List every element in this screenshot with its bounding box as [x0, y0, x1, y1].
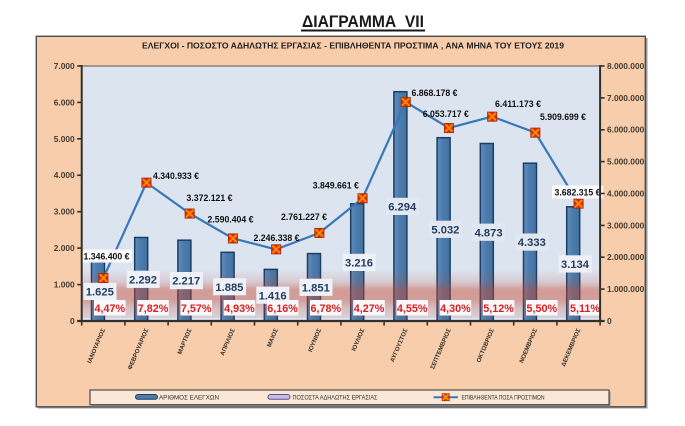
svg-text:ΑΡΙΘΜΟΣ ΕΛΕΓΧΩΝ: ΑΡΙΘΜΟΣ ΕΛΕΓΧΩΝ — [159, 395, 219, 402]
svg-text:4.000.000: 4.000.000 — [607, 188, 645, 198]
svg-text:4.340.933 €: 4.340.933 € — [153, 171, 200, 182]
svg-text:0: 0 — [607, 316, 612, 326]
svg-text:6,16%: 6,16% — [267, 303, 298, 315]
svg-text:1.885: 1.885 — [215, 282, 243, 294]
svg-text:ΔΙΑΓΡΑΜΜΑ VII: ΔΙΑΓΡΑΜΜΑ VII — [302, 13, 424, 31]
svg-text:0: 0 — [70, 316, 75, 326]
svg-text:7,57%: 7,57% — [181, 303, 212, 315]
svg-text:6.000.000: 6.000.000 — [607, 125, 645, 135]
svg-text:3.000.000: 3.000.000 — [607, 220, 645, 230]
svg-text:ΕΠΙΒΛΗΘΕΝΤΑ ΠΟΣΑ ΠΡΟΣΤΙΜΩΝ: ΕΠΙΒΛΗΘΕΝΤΑ ΠΟΣΑ ΠΡΟΣΤΙΜΩΝ — [462, 395, 545, 402]
svg-text:4,30%: 4,30% — [440, 303, 471, 315]
svg-text:1.625: 1.625 — [86, 287, 114, 299]
svg-text:6.053.717 €: 6.053.717 € — [423, 109, 470, 120]
svg-text:3.000: 3.000 — [54, 207, 75, 217]
svg-text:2.246.338 €: 2.246.338 € — [254, 233, 301, 244]
svg-text:1.000: 1.000 — [54, 280, 75, 290]
svg-text:ΠΟΣΟΣΤΑ ΑΔΗΛΩΤΗΣ ΕΡΓΑΣΙΑΣ: ΠΟΣΟΣΤΑ ΑΔΗΛΩΤΗΣ ΕΡΓΑΣΙΑΣ — [293, 395, 378, 402]
svg-text:5.909.699 €: 5.909.699 € — [540, 112, 587, 123]
svg-text:4.000: 4.000 — [54, 170, 75, 180]
svg-text:2.761.227 €: 2.761.227 € — [281, 212, 328, 223]
svg-text:6.000: 6.000 — [54, 97, 75, 107]
svg-text:1.346.400 €: 1.346.400 € — [84, 251, 131, 262]
svg-text:4.873: 4.873 — [475, 227, 503, 239]
svg-text:1.851: 1.851 — [302, 282, 330, 294]
svg-text:2.000.000: 2.000.000 — [607, 252, 645, 262]
svg-text:6.868.178 €: 6.868.178 € — [412, 88, 459, 99]
svg-text:2.292: 2.292 — [129, 274, 157, 286]
svg-text:5,50%: 5,50% — [526, 303, 557, 315]
svg-text:1.000.000: 1.000.000 — [607, 284, 645, 294]
svg-text:3.849.661 €: 3.849.661 € — [313, 181, 360, 192]
svg-text:6.411.173 €: 6.411.173 € — [495, 99, 542, 110]
svg-text:3.372.121 €: 3.372.121 € — [187, 193, 234, 204]
svg-text:2.590.404 €: 2.590.404 € — [208, 214, 255, 225]
svg-text:5.000.000: 5.000.000 — [607, 157, 645, 167]
svg-text:3.216: 3.216 — [345, 258, 373, 270]
svg-text:7,82%: 7,82% — [138, 303, 169, 315]
svg-text:4,55%: 4,55% — [397, 303, 428, 315]
svg-text:7.000: 7.000 — [54, 61, 75, 71]
svg-text:5,12%: 5,12% — [483, 303, 514, 315]
svg-text:3.682.315 €: 3.682.315 € — [555, 187, 602, 198]
svg-text:8.000.000: 8.000.000 — [607, 61, 645, 71]
svg-text:3.134: 3.134 — [561, 259, 590, 271]
svg-text:4.333: 4.333 — [518, 237, 546, 249]
svg-text:4,93%: 4,93% — [224, 303, 255, 315]
svg-text:ΕΛΕΓΧΟΙ - ΠΟΣΟΣΤΟ ΑΔΗΛΩΤΗΣ ΕΡΓ: ΕΛΕΓΧΟΙ - ΠΟΣΟΣΤΟ ΑΔΗΛΩΤΗΣ ΕΡΓΑΣΙΑΣ - ΕΠ… — [142, 41, 564, 51]
svg-text:4,47%: 4,47% — [94, 303, 125, 315]
svg-text:7.000.000: 7.000.000 — [607, 93, 645, 103]
svg-text:6.294: 6.294 — [388, 202, 417, 214]
svg-text:5.000: 5.000 — [54, 134, 75, 144]
svg-text:6,78%: 6,78% — [310, 303, 341, 315]
svg-text:1.416: 1.416 — [259, 290, 287, 302]
svg-text:5.032: 5.032 — [431, 224, 459, 236]
svg-text:2.000: 2.000 — [54, 243, 75, 253]
svg-text:2.217: 2.217 — [172, 276, 200, 288]
svg-text:5,11%: 5,11% — [570, 303, 600, 315]
svg-text:4,27%: 4,27% — [354, 303, 385, 315]
